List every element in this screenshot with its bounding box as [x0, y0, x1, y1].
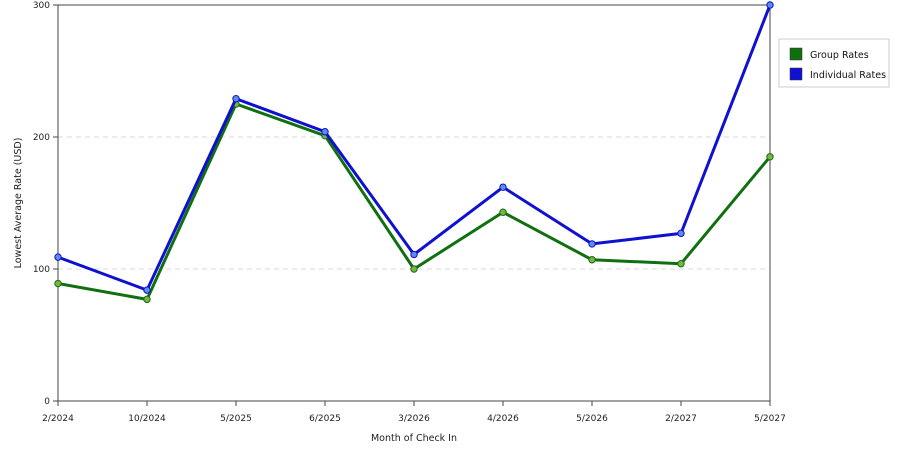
x-tick-label: 10/2024: [128, 414, 166, 424]
data-point: [499, 183, 507, 191]
data-point: [143, 295, 151, 304]
data-point: [588, 240, 596, 248]
series-2: [54, 1, 774, 294]
y-tick-label: 0: [44, 397, 50, 407]
data-point: [54, 279, 62, 288]
x-tick-label: 3/2026: [398, 414, 430, 424]
data-point: [766, 1, 774, 9]
legend-label: Group Rates: [810, 50, 869, 61]
x-tick-label: 2/2027: [665, 414, 697, 424]
legend-label: Individual Rates: [810, 70, 886, 81]
y-axis-title: Lowest Average Rate (USD): [13, 138, 24, 269]
data-point: [499, 208, 507, 216]
x-tick-label: 4/2026: [487, 414, 519, 424]
x-tick-label: 2/2024: [42, 414, 74, 424]
x-axis-title: Month of Check In: [371, 433, 457, 444]
data-point: [677, 260, 685, 268]
series-line: [56, 3, 772, 292]
data-point: [321, 128, 329, 136]
y-tick-label: 100: [33, 265, 50, 275]
x-tick-label: 5/2027: [754, 414, 786, 424]
data-point: [232, 95, 240, 103]
axes: [57, 4, 771, 402]
data-point: [677, 229, 685, 238]
legend-swatch: [789, 67, 803, 81]
legend: Group Rates Individual Rates: [778, 38, 890, 88]
series-1: [54, 100, 774, 304]
data-point: [766, 153, 774, 161]
x-tick-label: 5/2025: [220, 414, 252, 424]
data-point: [588, 256, 596, 264]
y-tick-label: 300: [33, 1, 50, 11]
x-tick-label: 6/2025: [309, 414, 341, 424]
data-point: [410, 265, 418, 273]
data-point: [54, 253, 62, 261]
legend-swatch: [789, 47, 803, 61]
data-point: [143, 286, 151, 294]
ticks: 0 100 200 300 2/2024 10/2024 5/2025 6/2025 3/202…: [33, 1, 786, 424]
data-point: [410, 250, 418, 259]
x-tick-label: 5/2026: [576, 414, 608, 424]
y-tick-label: 200: [33, 133, 50, 143]
series: [54, 1, 774, 304]
legend-items: Group Rates Individual Rates: [789, 47, 886, 81]
